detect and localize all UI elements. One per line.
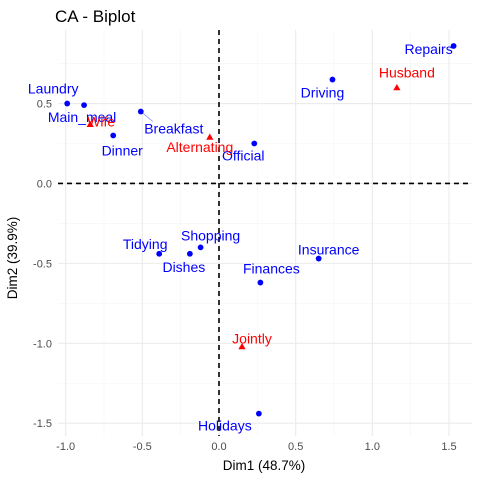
- y-tick-label: -1.5: [33, 418, 52, 430]
- label-finances: Finances: [243, 261, 300, 277]
- point-jointly: [238, 342, 246, 350]
- reference-lines: [58, 30, 472, 436]
- label-holidays: Holidays: [198, 418, 252, 434]
- point-husband: [393, 83, 401, 91]
- y-tick-label: 0.0: [37, 178, 52, 190]
- label-laundry: Laundry: [28, 81, 79, 97]
- grid-minor: [58, 30, 472, 436]
- label-shopping: Shopping: [181, 227, 240, 243]
- y-tick-label: -0.5: [33, 258, 52, 270]
- label-breakfast: Breakfast: [144, 121, 203, 137]
- point-official: [251, 140, 258, 147]
- y-tick-label: 0.5: [37, 99, 52, 111]
- label-dishes: Dishes: [162, 259, 205, 275]
- y-axis-ticks: -1.5 -1.0 -0.5 0.0 0.5: [33, 99, 52, 431]
- label-repairs: Repairs: [404, 41, 452, 57]
- point-insurance: [315, 255, 322, 262]
- x-tick-label: -0.5: [133, 441, 152, 453]
- label-jointly: Jointly: [232, 330, 272, 346]
- x-tick-label: 0.5: [288, 441, 303, 453]
- point-driving: [329, 76, 336, 83]
- label-alternating: Alternating: [166, 139, 233, 155]
- data-points: [64, 43, 457, 417]
- label-main-meal: Main_meal: [48, 109, 116, 125]
- point-tidying: [156, 250, 163, 257]
- point-alternating: [206, 133, 214, 140]
- label-driving: Driving: [301, 85, 345, 101]
- chart-title: CA - Biplot: [55, 7, 136, 26]
- point-finances: [257, 279, 264, 286]
- y-tick-label: -1.0: [33, 338, 52, 350]
- point-repairs: [450, 43, 457, 49]
- x-axis-ticks: -1.0 -0.5 0.0 0.5 1.0 1.5: [56, 441, 456, 453]
- point-main-meal: [81, 102, 87, 109]
- point-wife: [86, 120, 94, 128]
- label-husband: Husband: [379, 65, 435, 81]
- label-official: Official: [222, 147, 265, 163]
- label-wife: Wife: [87, 113, 115, 129]
- x-tick-label: 1.5: [441, 441, 456, 453]
- point-dinner: [110, 132, 117, 139]
- grid-major: [58, 30, 472, 436]
- label-dinner: Dinner: [102, 142, 144, 158]
- point-holidays: [255, 410, 262, 417]
- point-dishes: [186, 250, 193, 257]
- label-insurance: Insurance: [298, 242, 360, 258]
- x-tick-label: 1.0: [365, 441, 380, 453]
- point-laundry: [64, 100, 71, 107]
- point-shopping: [197, 244, 204, 251]
- x-tick-label: 0.0: [211, 441, 226, 453]
- label-tidying: Tidying: [123, 236, 168, 252]
- x-axis-title: Dim1 (48.7%): [223, 458, 306, 473]
- point-breakfast: [137, 108, 144, 115]
- y-axis-title: Dim2 (39.9%): [5, 217, 20, 300]
- x-tick-label: -1.0: [56, 441, 75, 453]
